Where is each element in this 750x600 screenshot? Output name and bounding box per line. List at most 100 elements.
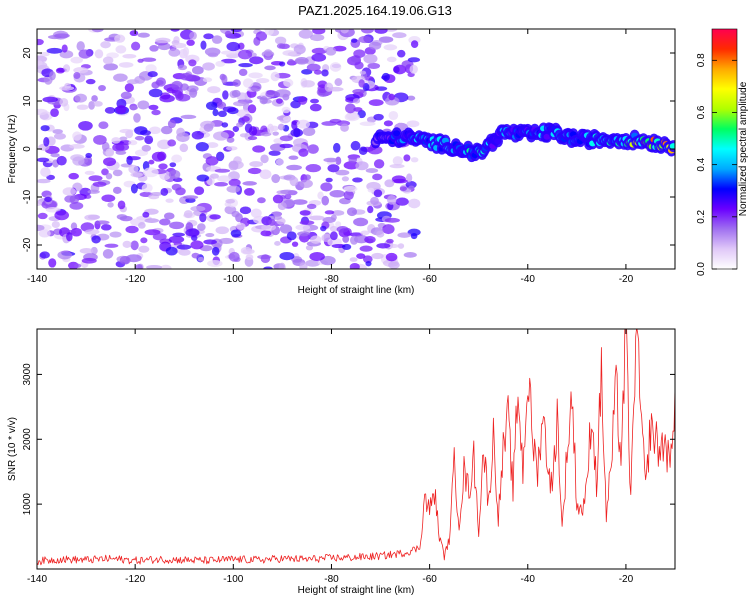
heatmap-noise-cell bbox=[39, 251, 50, 259]
heatmap-noise-cell bbox=[344, 112, 360, 122]
heatmap-noise-cell bbox=[37, 108, 48, 116]
heatmap-noise-cell bbox=[279, 195, 286, 200]
heatmap-noise-cell bbox=[265, 90, 278, 98]
heatmap-noise-cell bbox=[226, 41, 241, 52]
heatmap-noise-cell bbox=[191, 130, 205, 140]
heatmap-noise-cell bbox=[76, 41, 85, 52]
heatmap-noise-cell bbox=[112, 186, 122, 194]
heatmap-noise-cell bbox=[299, 179, 313, 188]
heatmap-noise-cell bbox=[384, 179, 395, 188]
heatmap-noise-cell bbox=[107, 202, 114, 208]
heatmap-noise-cell bbox=[161, 125, 173, 135]
heatmap-noise-cell bbox=[361, 29, 374, 34]
heatmap-noise-cell bbox=[182, 46, 190, 57]
heatmap-noise-cell bbox=[81, 257, 97, 264]
heatmap-noise-cell bbox=[126, 156, 141, 161]
snr-axes: -140 -120 -100 -80 -60 -40 -20 1000 2000 3000 bbox=[22, 329, 675, 585]
heatmap-noise-cell bbox=[171, 154, 183, 163]
heatmap-noise-cell bbox=[44, 196, 52, 203]
heatmap-noise-cell bbox=[62, 64, 71, 73]
heatmap-noise-cell bbox=[176, 132, 190, 143]
heatmap-noise-cell bbox=[294, 56, 309, 65]
heatmap-noise-cell bbox=[281, 106, 291, 114]
heatmap-noise-cell bbox=[169, 221, 185, 230]
heatmap-noise-cell bbox=[104, 106, 116, 114]
heatmap-noise-cell bbox=[329, 225, 338, 233]
heatmap-noise-cell bbox=[232, 126, 240, 133]
heatmap-noise-cell bbox=[179, 72, 193, 81]
heatmap-noise-cell bbox=[363, 53, 378, 64]
heatmap-trace-core bbox=[393, 130, 401, 137]
heatmap-noise-cell bbox=[408, 198, 421, 209]
heatmap-noise-cell bbox=[37, 178, 51, 184]
heatmap-noise-cell bbox=[93, 100, 103, 107]
heatmap-noise-cell bbox=[272, 131, 279, 136]
heatmap-noise-cell bbox=[299, 210, 311, 216]
spectrogram-x-tick-label: -40 bbox=[521, 274, 536, 285]
heatmap-noise-cell bbox=[42, 96, 58, 103]
heatmap-noise-cell bbox=[159, 218, 171, 226]
heatmap-noise-cell bbox=[225, 146, 238, 151]
heatmap-noise-cell bbox=[211, 246, 220, 256]
heatmap-noise-cell bbox=[130, 172, 143, 178]
heatmap-noise-cell bbox=[340, 29, 349, 34]
heatmap-noise-cell bbox=[306, 203, 317, 210]
heatmap-noise-cell bbox=[236, 122, 244, 128]
colorbar-label: Normalized spectral amplitude bbox=[738, 81, 749, 216]
spectrogram-y-tick-label: -10 bbox=[22, 189, 33, 204]
spectrogram-x-tick-label: -20 bbox=[619, 274, 634, 285]
heatmap-noise-cell bbox=[307, 144, 319, 154]
heatmap-noise-cell bbox=[78, 120, 93, 131]
heatmap-noise-cell bbox=[115, 143, 130, 152]
heatmap-noise-cell bbox=[276, 43, 286, 49]
heatmap-noise-cell bbox=[358, 35, 372, 44]
heatmap-noise-cell bbox=[118, 62, 134, 68]
spectrogram-x-tick-label: -80 bbox=[324, 274, 339, 285]
heatmap-noise-cell bbox=[290, 128, 304, 137]
heatmap-noise-cell bbox=[151, 151, 166, 162]
heatmap-noise-cell bbox=[48, 258, 57, 268]
heatmap-noise-cell bbox=[54, 33, 70, 39]
heatmap-noise-cell bbox=[206, 142, 219, 148]
heatmap-noise-cell bbox=[55, 67, 65, 74]
snr-frame bbox=[36, 328, 676, 570]
heatmap-noise-cell bbox=[367, 187, 375, 193]
heatmap-trace-core bbox=[543, 133, 551, 140]
heatmap-noise-cell bbox=[218, 237, 234, 244]
heatmap-noise-cell bbox=[373, 159, 385, 169]
heatmap-noise-cell bbox=[53, 133, 66, 140]
snr-x-tick-label: -140 bbox=[27, 574, 47, 585]
heatmap-noise-cell bbox=[116, 214, 128, 220]
heatmap-noise-cell bbox=[279, 61, 286, 67]
heatmap-noise-cell bbox=[311, 53, 327, 62]
heatmap-noise-cell bbox=[410, 40, 419, 48]
heatmap-noise-cell bbox=[174, 90, 182, 99]
heatmap-noise-cell bbox=[260, 230, 272, 237]
heatmap-noise-cell bbox=[51, 221, 60, 228]
spectrogram-y-tick-label: 10 bbox=[22, 95, 33, 107]
spectrogram-x-tick-label: -140 bbox=[27, 274, 47, 285]
heatmap-noise-cell bbox=[376, 230, 385, 238]
heatmap-noise-cell bbox=[410, 157, 419, 163]
heatmap-noise-cell bbox=[359, 245, 373, 252]
heatmap-noise-cell bbox=[367, 205, 374, 214]
heatmap-noise-cell bbox=[119, 255, 131, 265]
heatmap-noise-cell bbox=[203, 239, 217, 245]
heatmap-noise-cell bbox=[217, 110, 227, 118]
heatmap-noise-cell bbox=[168, 48, 181, 57]
heatmap-noise-cell bbox=[236, 222, 246, 230]
heatmap-noise-cell bbox=[54, 210, 70, 221]
heatmap-noise-cell bbox=[384, 217, 400, 223]
heatmap-noise-cell bbox=[325, 46, 337, 56]
heatmap-noise-cell bbox=[289, 176, 299, 187]
heatmap-noise-cell bbox=[333, 142, 341, 153]
heatmap-noise-cell bbox=[56, 155, 67, 166]
snr-panel: -140 -120 -100 -80 -60 -40 -20 1000 2000 3000 Hei… bbox=[7, 328, 676, 596]
heatmap-noise-cell bbox=[329, 189, 346, 198]
heatmap-noise-cell bbox=[378, 36, 394, 43]
heatmap-noise-cell bbox=[171, 183, 182, 191]
heatmap-noise-cell bbox=[349, 257, 358, 262]
heatmap-noise-cell bbox=[129, 105, 139, 110]
heatmap-noise-cell bbox=[57, 250, 73, 260]
